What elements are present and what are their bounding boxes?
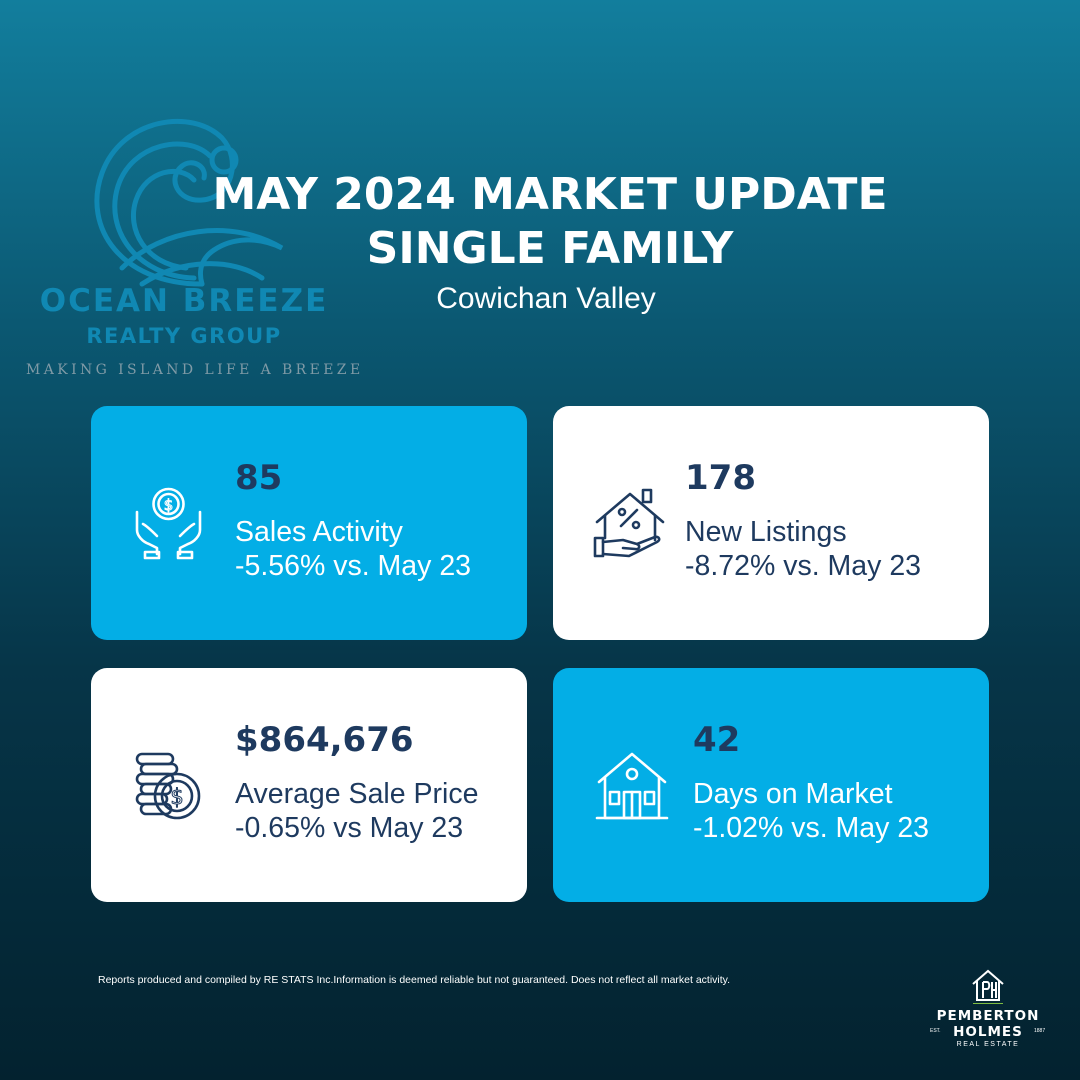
region-subtitle: Cowichan Valley [436,282,656,315]
title-line-1: MAY 2024 MARKET UPDATE [212,169,888,220]
brand-line-1: PEMBERTON [936,1008,1040,1024]
stat-label: Sales Activity [235,516,403,548]
stat-change: -8.72% vs. May 23 [685,550,922,582]
stat-card-sales-activity: $ 85 Sales Activity -5.56% vs. May 23 [91,406,527,640]
stat-card-new-listings: 178 New Listings -8.72% vs. May 23 [553,406,989,640]
ocean-breeze-wave-logo [82,108,292,298]
stat-label: Days on Market [693,778,893,810]
stat-label: New Listings [685,516,847,548]
title-line-2: SINGLE FAMILY [366,223,734,274]
disclaimer-text: Reports produced and compiled by RE STAT… [98,974,731,986]
page-title: MAY 2024 MARKET UPDATE SINGLE FAMILY [150,168,950,276]
brand-line-2: HOLMES [953,1024,1023,1040]
house-icon [595,748,670,823]
svg-text:$: $ [164,496,174,514]
brand-year: 1887 [1034,1028,1046,1034]
logo-subtitle: REALTY GROUP [86,324,282,348]
hands-coin-icon: $ [131,486,206,561]
stat-change: -1.02% vs. May 23 [693,812,930,844]
pemberton-holmes-logo: PEMBERTON EST. HOLMES 1887 REAL ESTATE [924,968,1054,1058]
stat-value: 178 [685,458,756,498]
stat-label: Average Sale Price [235,778,479,810]
stat-change: -0.65% vs May 23 [235,812,464,844]
brand-est: EST. [930,1028,941,1034]
brand-subtitle: REAL ESTATE [956,1041,1020,1048]
coin-stack-icon: $ [131,750,206,825]
stat-value: $864,676 [235,720,414,760]
logo-tagline: MAKING ISLAND LIFE A BREEZE [26,362,364,378]
house-percent-icon [593,486,668,561]
svg-text:$: $ [170,785,183,809]
stat-change: -5.56% vs. May 23 [235,550,472,582]
stat-value: 85 [235,458,283,498]
stat-card-days-on-market: 42 Days on Market -1.02% vs. May 23 [553,668,989,902]
stat-value: 42 [693,720,741,760]
logo-name: OCEAN BREEZE [39,283,329,319]
stat-card-average-sale-price: $ $864,676 Average Sale Price -0.65% vs … [91,668,527,902]
house-monogram-icon [970,968,1006,1009]
